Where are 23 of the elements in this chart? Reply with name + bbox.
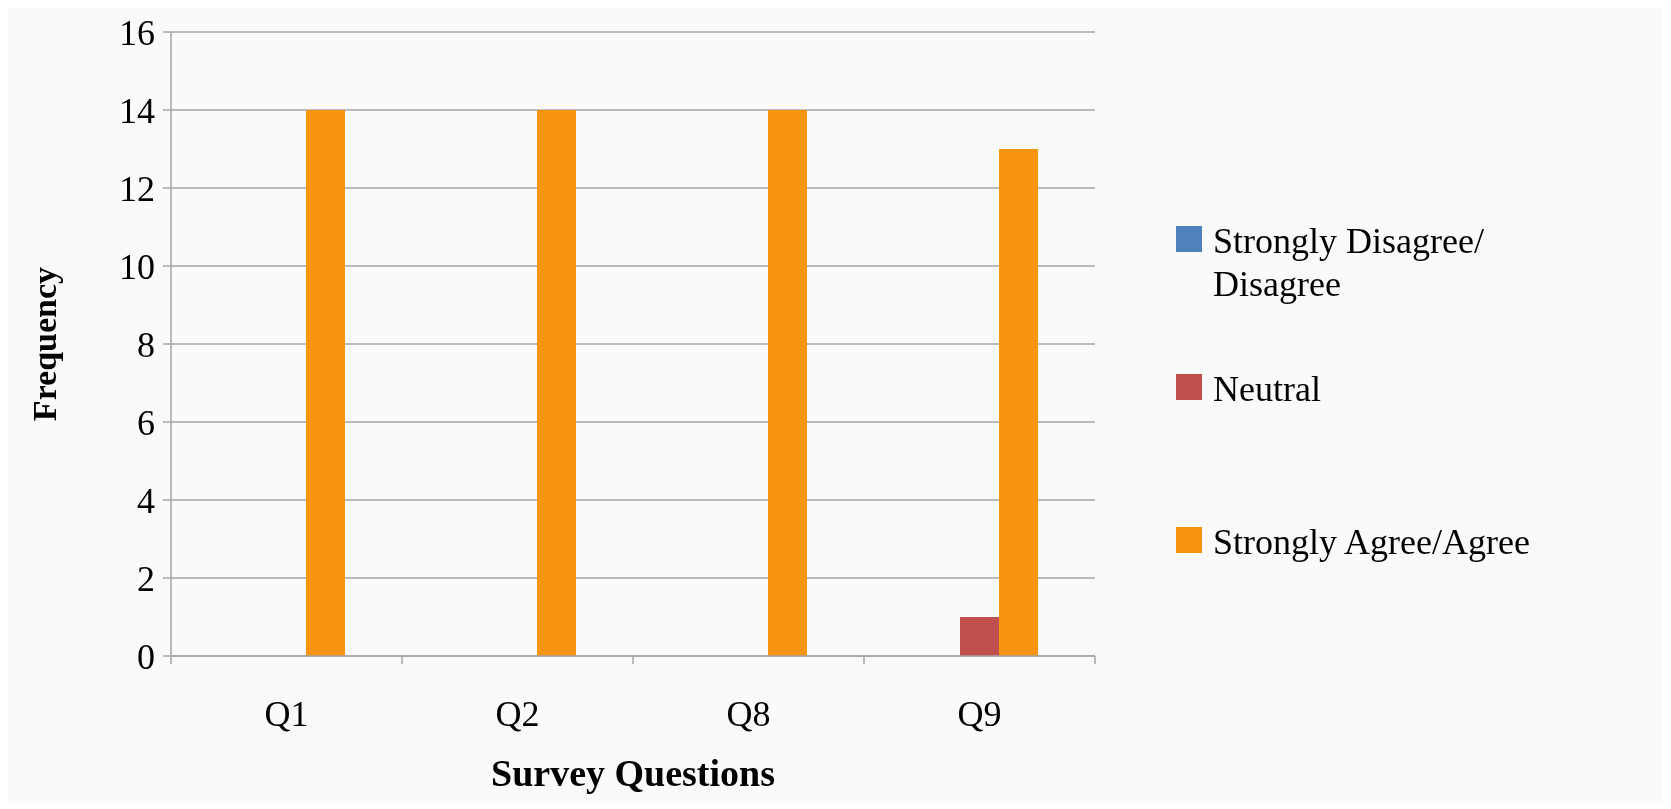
bar (999, 149, 1038, 656)
y-tick-label: 4 (137, 480, 155, 521)
y-tick-label: 10 (119, 246, 155, 287)
x-tick-label: Q9 (957, 694, 1002, 734)
y-tick-label: 2 (137, 558, 155, 599)
y-tick-label: 8 (137, 324, 155, 365)
y-tick-label: 16 (119, 12, 155, 53)
x-tick-label: Q8 (726, 694, 771, 734)
y-tick-label: 0 (137, 636, 155, 677)
y-tick-label: 6 (137, 402, 155, 443)
x-axis-title: Survey Questions (491, 752, 775, 794)
bar (960, 617, 999, 656)
x-tick-label: Q1 (264, 694, 309, 734)
x-tick-label: Q2 (495, 694, 540, 734)
bar (537, 110, 576, 656)
y-tick-label: 12 (119, 168, 155, 209)
bar (768, 110, 807, 656)
legend-label: Strongly Disagree/Disagree (1213, 220, 1484, 304)
bar (306, 110, 345, 656)
legend-label: Strongly Agree/Agree (1213, 521, 1530, 562)
y-tick-label: 14 (119, 90, 155, 131)
legend-label: Neutral (1213, 368, 1321, 409)
y-axis-title: Frequency (26, 266, 63, 422)
